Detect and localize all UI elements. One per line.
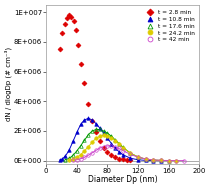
Y-axis label: dN / dlogDp (# cm⁻³): dN / dlogDp (# cm⁻³) [5,47,12,121]
Legend: t = 2.8 min, t = 10.8 min, t = 17.6 min, t = 24.2 min, t = 42 min: t = 2.8 min, t = 10.8 min, t = 17.6 min,… [143,9,195,43]
X-axis label: Diameter Dp (nm): Diameter Dp (nm) [88,175,158,184]
